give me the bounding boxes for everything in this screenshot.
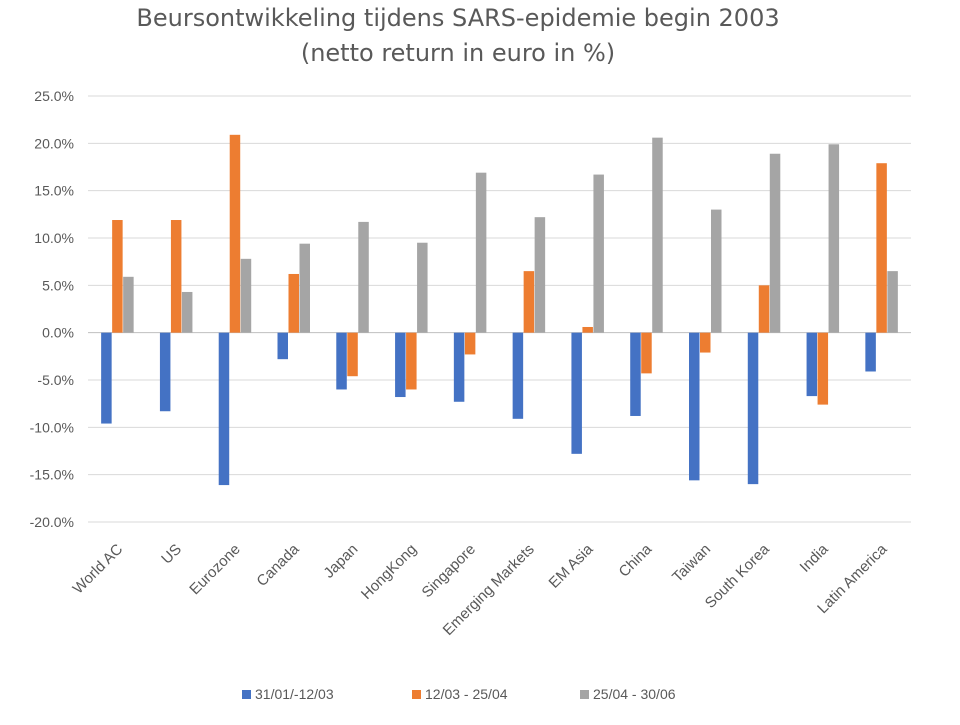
y-tick-label: 10.0% [34, 230, 74, 246]
bar [817, 332, 829, 405]
bar [641, 332, 652, 374]
x-tick-label: HongKong [358, 541, 420, 603]
bar [876, 163, 887, 333]
x-tick-label: Japan [320, 541, 361, 582]
legend-label: 25/04 - 30/06 [593, 686, 676, 702]
bar [747, 332, 759, 485]
x-axis: World AC US Eurozone Canada JapanHongKongSin… [70, 540, 891, 639]
bar [218, 332, 230, 486]
bar [229, 134, 241, 333]
bar [288, 273, 299, 333]
bar [758, 285, 770, 333]
y-axis: 25.0% 20.0% 15.0% 10.0% 5.0% 0.0% -5.0% -10.0% -… [30, 88, 74, 530]
legend-label: 12/03 - 25/04 [425, 686, 508, 702]
legend-swatch [242, 690, 251, 699]
bar [630, 332, 641, 416]
legend-label: 31/01/-12/03 [255, 686, 334, 702]
bar [689, 332, 700, 481]
legend: 31/01/-12/03 12/03 - 25/04 25/04 - 30/06 [242, 686, 676, 702]
x-tick-label: Taiwan [669, 541, 714, 586]
bar [523, 271, 535, 333]
y-tick-label: 0.0% [42, 325, 74, 341]
y-tick-label: 20.0% [34, 135, 74, 151]
bar [887, 271, 898, 333]
y-tick-label: -10.0% [30, 419, 74, 435]
y-tick-label: 25.0% [34, 88, 74, 104]
bar [417, 242, 428, 333]
bar [181, 291, 193, 333]
y-tick-label: -5.0% [37, 372, 74, 388]
bar [769, 153, 781, 333]
bar [358, 221, 369, 333]
bar [593, 174, 604, 333]
x-tick-label: Singapore [419, 541, 479, 601]
x-tick-label: World AC [70, 541, 127, 598]
bar [652, 137, 663, 333]
bar [475, 172, 487, 333]
bar [299, 243, 310, 333]
bar [582, 326, 593, 333]
bar [571, 332, 582, 454]
bar [464, 332, 476, 355]
legend-swatch [580, 690, 589, 699]
bar [170, 220, 182, 333]
bar [347, 332, 358, 377]
bars [101, 134, 898, 486]
y-tick-label: 5.0% [42, 277, 74, 293]
chart-subtitle: (netto return in euro in %) [301, 39, 615, 67]
bar [101, 332, 112, 424]
y-tick-label: -20.0% [30, 514, 74, 530]
bar [865, 332, 876, 372]
gridlines [88, 95, 911, 523]
x-tick-label: US [158, 541, 185, 568]
legend-swatch [412, 690, 421, 699]
x-tick-label: Canada [253, 540, 303, 590]
x-tick-label: India [797, 540, 832, 575]
bar [123, 276, 134, 333]
bar [453, 332, 465, 402]
x-tick-label: China [616, 540, 656, 580]
x-tick-label: EM Asia [546, 540, 597, 591]
bar [112, 220, 123, 333]
y-tick-label: -15.0% [30, 467, 74, 483]
bar [534, 217, 546, 333]
x-tick-label: South Korea [702, 540, 773, 611]
x-tick-label: Eurozone [186, 541, 243, 598]
bar [828, 144, 840, 333]
bar [277, 332, 288, 360]
bar [240, 258, 252, 333]
bar [406, 332, 417, 390]
bar [159, 332, 171, 412]
bar [806, 332, 818, 397]
bar [711, 209, 722, 333]
y-tick-label: 15.0% [34, 183, 74, 199]
bar [395, 332, 406, 398]
chart-title: Beursontwikkeling tijdens SARS-epidemie … [136, 4, 779, 32]
bar [336, 332, 347, 390]
bar [512, 332, 524, 419]
bar [700, 332, 711, 353]
